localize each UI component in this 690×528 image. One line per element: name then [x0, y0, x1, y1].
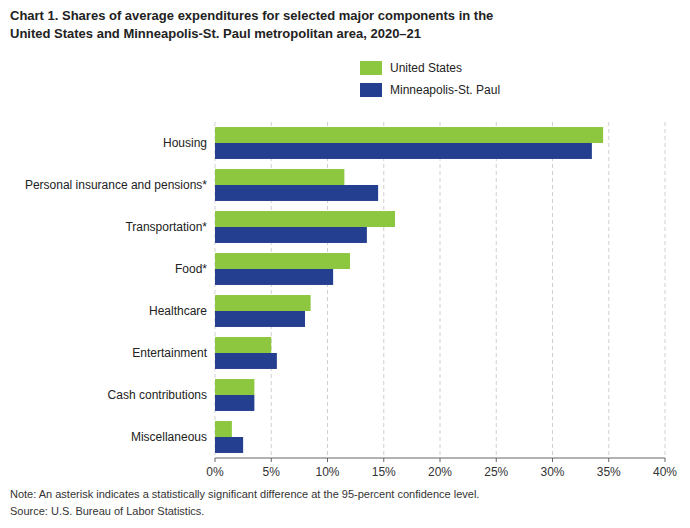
grid-line [665, 122, 666, 458]
bar [215, 253, 350, 269]
tick-label: 10% [315, 465, 339, 479]
category-label: Healthcare [149, 304, 207, 318]
tick-label: 40% [653, 465, 677, 479]
bar [215, 127, 603, 143]
category-label: Food* [175, 262, 207, 276]
tick-mark [608, 458, 609, 462]
bar [215, 143, 592, 159]
tick-label: 5% [263, 465, 281, 479]
tick-mark [552, 458, 553, 462]
category-label: Cash contributions [108, 388, 207, 402]
bar [215, 437, 243, 453]
tick-label: 20% [428, 465, 452, 479]
subtitle: United States and Minneapolis-St. Paul m… [10, 26, 421, 41]
tick-mark [271, 458, 272, 462]
category-label: Personal insurance and pensions* [25, 178, 207, 192]
tick-mark [383, 458, 384, 462]
bar [215, 379, 254, 395]
grid-line [552, 122, 553, 458]
tick-mark [215, 458, 216, 462]
bar [215, 169, 344, 185]
background [0, 0, 690, 528]
bar [215, 337, 271, 353]
bar [215, 227, 367, 243]
annotation: Source: U.S. Bureau of Labor Statistics. [10, 505, 204, 517]
category-label: Housing [163, 136, 207, 150]
bar [215, 395, 254, 411]
grid-line [496, 122, 497, 458]
bar [215, 269, 333, 285]
category-label: Miscellaneous [131, 430, 207, 444]
grid-line [440, 122, 441, 458]
tick-mark [440, 458, 441, 462]
annotation: Note: An asterisk indicates a statistica… [10, 488, 479, 500]
title: Chart 1. Shares of average expenditures … [10, 8, 493, 23]
tick-label: 30% [540, 465, 564, 479]
bar [215, 311, 305, 327]
bar [215, 185, 378, 201]
category-label: Transportation* [125, 220, 207, 234]
legend-label: United States [390, 61, 462, 75]
legend-label: Minneapolis-St. Paul [390, 83, 500, 97]
tick-mark [665, 458, 666, 462]
tick-mark [327, 458, 328, 462]
grid-line [608, 122, 609, 458]
tick-label: 0% [206, 465, 224, 479]
bar [215, 295, 311, 311]
bar [215, 353, 277, 369]
bar [215, 211, 395, 227]
grid [215, 122, 665, 458]
tick-label: 35% [597, 465, 621, 479]
chart: Chart 1. Shares of average expenditures … [0, 0, 690, 528]
legend-swatch [360, 83, 382, 97]
tick-mark [496, 458, 497, 462]
bars [215, 127, 603, 453]
bar [215, 421, 232, 437]
tick-label: 25% [484, 465, 508, 479]
x-axis-line [215, 458, 665, 459]
legend-swatch [360, 61, 382, 75]
tick-label: 15% [372, 465, 396, 479]
legend: United States Minneapolis-St. Paul [360, 61, 500, 97]
category-label: Entertainment [132, 346, 207, 360]
grid-line [383, 122, 384, 458]
